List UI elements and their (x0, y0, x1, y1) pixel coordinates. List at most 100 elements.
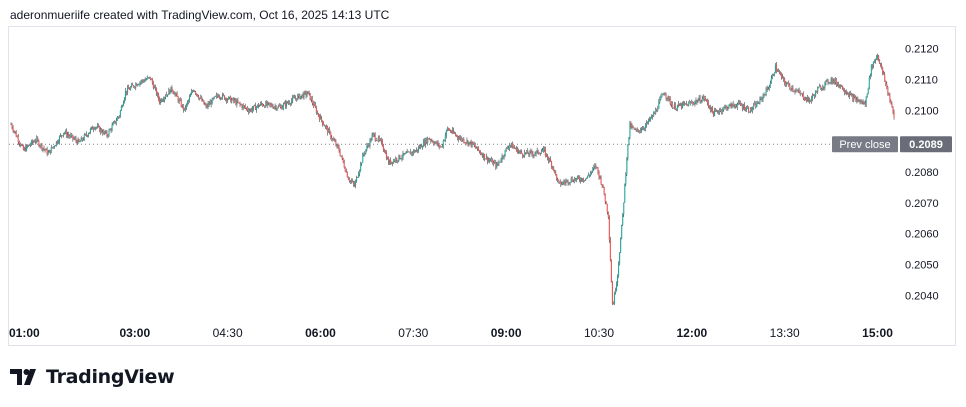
candle-down (201, 97, 203, 102)
candle-down (66, 131, 68, 137)
candle-down (803, 98, 805, 100)
candle-up (682, 102, 684, 108)
candle-down (345, 171, 347, 173)
candle-up (193, 90, 195, 92)
candle-down (197, 94, 199, 97)
candle-up (163, 99, 165, 101)
candle-down (305, 92, 307, 96)
candle-up (821, 88, 823, 90)
candle-down (342, 157, 344, 163)
candle-up (97, 125, 99, 128)
candle-up (688, 102, 690, 107)
candle-up (229, 96, 231, 98)
candlestick-chart[interactable]: Prev close 0.2089 0.2120 0.2110 0.2100 0.208… (9, 27, 955, 345)
candle-down (318, 115, 320, 120)
candle-up (281, 107, 283, 110)
candle-down (551, 161, 553, 167)
candle-down (730, 103, 732, 108)
candle-up (291, 100, 293, 104)
candle-up (626, 158, 628, 174)
candle-down (467, 140, 469, 145)
candle-up (100, 129, 102, 132)
candle-up (559, 181, 561, 183)
candle-down (373, 133, 375, 135)
candle-up (662, 94, 664, 95)
candle-up (80, 137, 82, 142)
candle-down (553, 166, 555, 171)
candle-up (719, 110, 721, 113)
price-axis: 0.2120 0.2110 0.2100 0.2080 0.2070 0.2060 0.20… (905, 44, 939, 303)
candle-up (659, 98, 661, 102)
candle-down (284, 102, 286, 107)
candle-up (503, 155, 505, 157)
candle-down (194, 90, 196, 92)
candle-down (528, 153, 530, 155)
candle-down (794, 90, 796, 92)
candle-down (327, 127, 329, 133)
candle-down (685, 103, 687, 105)
candle-down (353, 183, 356, 187)
candle-up (756, 102, 758, 108)
chart-panel[interactable]: Prev close 0.2089 0.2120 0.2110 0.2100 0.208… (8, 26, 956, 346)
candle-down (851, 93, 853, 96)
candle-up (568, 183, 570, 184)
candle-up (301, 94, 303, 96)
candle-down (101, 129, 103, 133)
candle-down (341, 156, 343, 158)
candle-up (673, 104, 675, 108)
candle-up (434, 142, 436, 145)
candle-down (839, 84, 841, 87)
candle-up (265, 102, 267, 108)
candle-up (121, 106, 123, 107)
candle-down (172, 90, 174, 93)
price-tick-label: 0.2100 (905, 105, 939, 117)
candle-down (837, 83, 839, 87)
candle-down (687, 103, 689, 107)
candle-up (867, 88, 869, 94)
candle-up (36, 138, 38, 141)
candle-down (601, 184, 603, 186)
candle-down (98, 125, 100, 127)
candle-down (73, 138, 75, 140)
candle-up (462, 139, 464, 141)
candle-down (606, 204, 608, 213)
candle-down (735, 106, 737, 108)
candle-down (511, 143, 513, 149)
candle-down (106, 131, 108, 136)
candle-up (805, 97, 807, 100)
price-tick-label: 0.2040 (905, 290, 939, 302)
candle-up (736, 104, 738, 108)
candle-down (331, 137, 333, 140)
candle-up (248, 110, 250, 112)
candle-down (245, 107, 247, 109)
candle-down (218, 97, 220, 98)
candle-down (859, 99, 861, 103)
candle-up (153, 87, 155, 89)
candle-down (44, 149, 46, 151)
candle-down (519, 151, 521, 153)
candle-up (363, 153, 365, 155)
candle-down (708, 106, 710, 108)
tradingview-logo[interactable]: TradingView (10, 366, 175, 388)
candle-down (233, 98, 235, 101)
candle-down (385, 152, 388, 160)
candle-down (136, 83, 138, 86)
candle-down (537, 150, 539, 154)
candle-down (513, 147, 515, 149)
candle-up (276, 108, 278, 110)
candle-up (466, 140, 468, 143)
candle-down (244, 106, 246, 108)
candle-up (593, 167, 595, 169)
candle-up (64, 132, 66, 134)
candle-down (827, 79, 829, 84)
candle-up (647, 119, 650, 123)
candle-down (418, 147, 421, 149)
candle-down (717, 110, 719, 112)
candle-up (617, 275, 619, 284)
candle-down (275, 106, 277, 110)
candle-down (881, 65, 883, 68)
candle-down (450, 131, 453, 133)
candle-up (631, 126, 633, 128)
candle-down (801, 93, 803, 95)
candle-down (706, 99, 708, 103)
